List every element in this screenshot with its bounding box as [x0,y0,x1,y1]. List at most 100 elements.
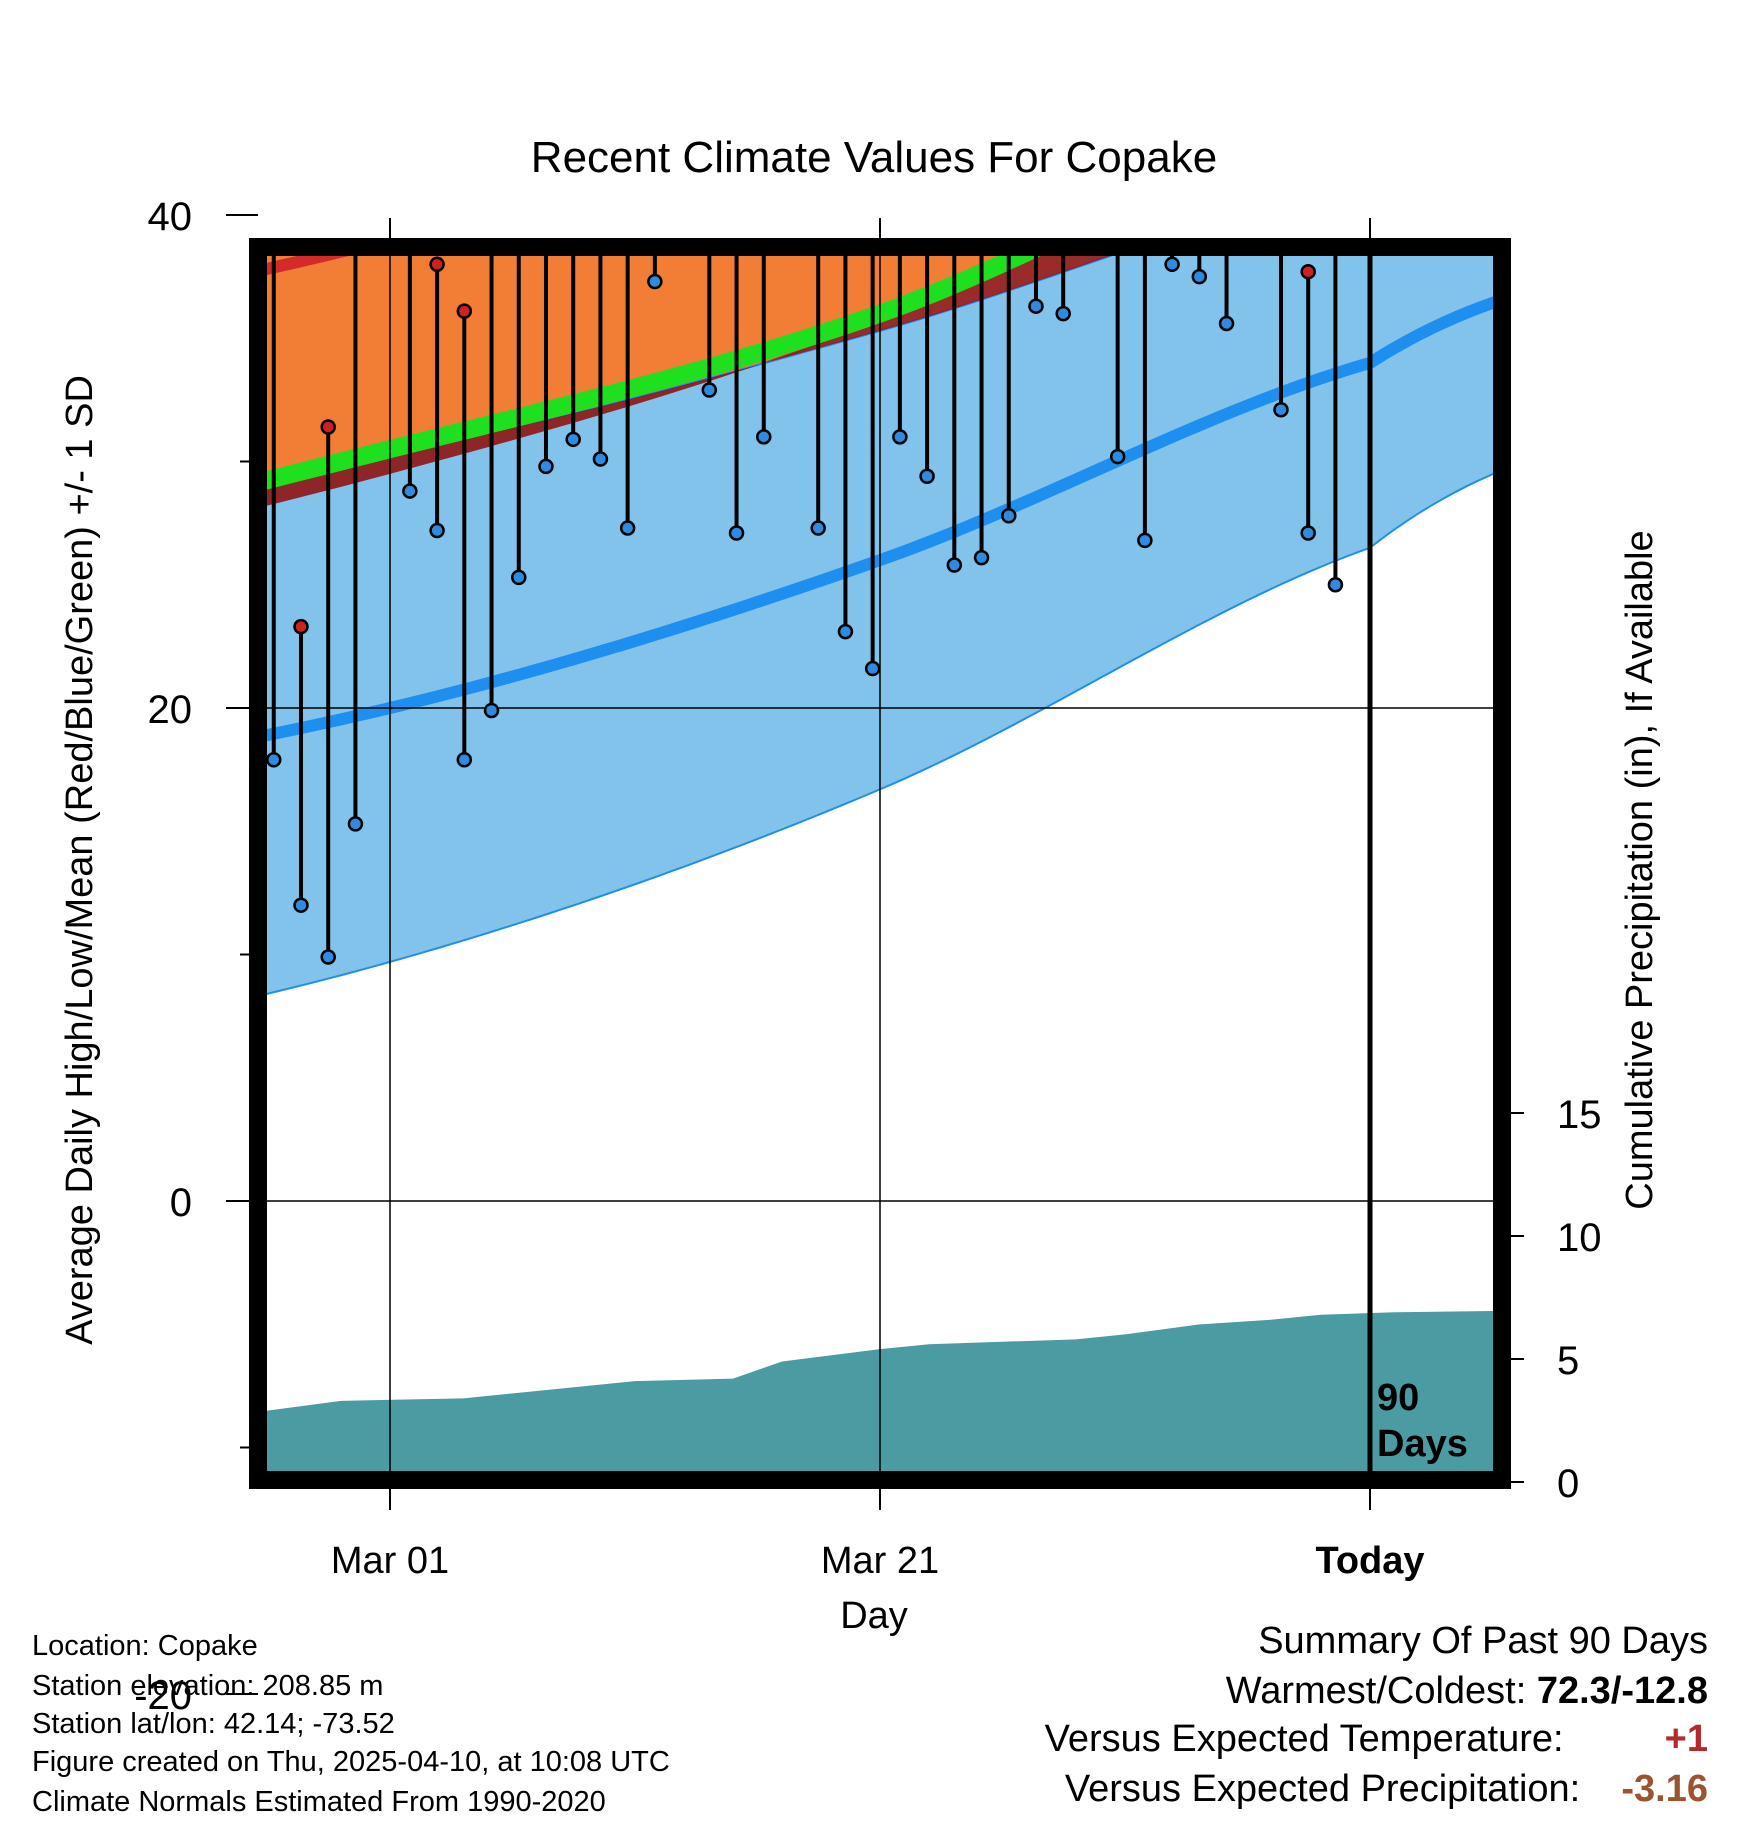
latlon-text: Station lat/lon: 42.14; -73.52 [32,1708,395,1740]
high-point [1138,24,1151,37]
low-point [1164,256,1180,273]
y-tick-label: 0 [170,1181,192,1225]
x-tick-label: Today [1315,1540,1424,1582]
low-point [919,468,935,485]
low-point [456,752,473,768]
today-days-label: Days [1377,1423,1468,1465]
precip-area [258,1310,1502,1480]
high-point [485,103,498,116]
x-axis-label: Day [840,1595,908,1637]
warm-cold-label: Warmest/Coldest: [1225,1670,1527,1712]
precip-value: -3.16 [1621,1768,1708,1810]
low-normal-line [258,293,1502,744]
low-point [676,33,689,46]
high-point [975,43,988,56]
high-point [1274,221,1287,234]
y-axis-label: Average Daily High/Low/Mean (Red/Blue/Gr… [59,375,101,1345]
low-point [511,569,527,586]
high-point [1111,78,1124,91]
chart-title: Recent Climate Values For Copake [531,133,1217,182]
low-point [647,273,663,290]
low-point [756,429,772,445]
location-text: Location: Copake [32,1630,258,1662]
summary-heading: Summary Of Past 90 Days [1258,1620,1708,1662]
low-point [131,605,144,618]
summary-precip: Versus Expected Precipitation: -3.16 [1065,1768,1708,1811]
high-point [1220,4,1233,17]
high-point [320,419,336,435]
elevation-text: Station elevation: 208.85 m [32,1670,384,1702]
low-point [347,816,364,832]
summary-temp: Versus Expected Temperature: +1 [1045,1718,1708,1761]
high-point [429,256,445,273]
high-point [0,610,8,623]
high-point [22,662,35,675]
low-point [0,894,8,907]
y2-tick-label: 5 [1557,1339,1579,1383]
created-text: Figure created on Thu, 2025-04-10, at 10… [32,1746,670,1778]
y2-tick-label: 15 [1557,1093,1602,1137]
low-point [1247,221,1260,234]
high-point [349,46,362,59]
high-point [293,618,309,635]
y-tick-label: 40 [148,195,193,239]
summary-warm-cold: Warmest/Coldest: 72.3/-12.8 [1226,1670,1708,1713]
low-point [266,752,282,768]
low-point [784,191,797,204]
y2-axis-label: Cumulative Precipitation (in), If Availa… [1619,530,1661,1209]
low-point [810,520,826,536]
low-point [1001,507,1017,524]
low-point [483,702,500,719]
low-point [1300,525,1316,541]
low-point [1273,401,1289,418]
y2-tick-label: 10 [1557,1216,1602,1260]
high-point [104,302,117,315]
overlap-band [258,247,1137,508]
normals-note: Climate Normals Estimated From 1990-2020 [32,1786,606,1818]
low-point [320,949,336,965]
low-point [1191,268,1208,285]
y2-tick-label: 0 [1557,1462,1579,1506]
low-point [538,458,554,475]
high-point [213,83,226,96]
high-point [456,303,473,319]
low-point [293,897,309,913]
low-point [1109,448,1126,465]
low-point [22,983,35,996]
low-point [213,440,226,453]
low-point [158,349,171,362]
y-tick-label: 20 [148,688,193,732]
low-point [946,557,963,573]
low-point [1327,577,1344,593]
temp-label: Versus Expected Temperature: [1044,1718,1564,1760]
low-point [104,549,117,562]
low-point [701,382,718,398]
low-point [1218,315,1235,332]
low-point [837,623,854,640]
low-point [429,522,445,539]
low-point [1055,305,1071,322]
low-point [1137,532,1153,549]
warm-cold-value: 72.3/-12.8 [1536,1670,1708,1712]
x-tick-label: Mar 21 [821,1540,939,1582]
x-tick-label: Mar 01 [331,1540,449,1582]
temp-value: +1 [1664,1718,1708,1760]
precip-label: Versus Expected Precipitation: [1064,1768,1581,1810]
low-point [892,429,908,445]
low-point [402,483,418,499]
low-point [1028,298,1044,314]
high-point [131,107,144,120]
y-tick-label: -20 [134,1674,192,1718]
high-point [186,46,199,59]
low-point [565,431,581,448]
low-point [973,549,990,566]
low-point [728,525,745,541]
high-point [1057,33,1070,46]
high-point [567,63,580,76]
low-point [592,451,609,467]
high-point [240,149,253,162]
high-point [948,75,961,88]
